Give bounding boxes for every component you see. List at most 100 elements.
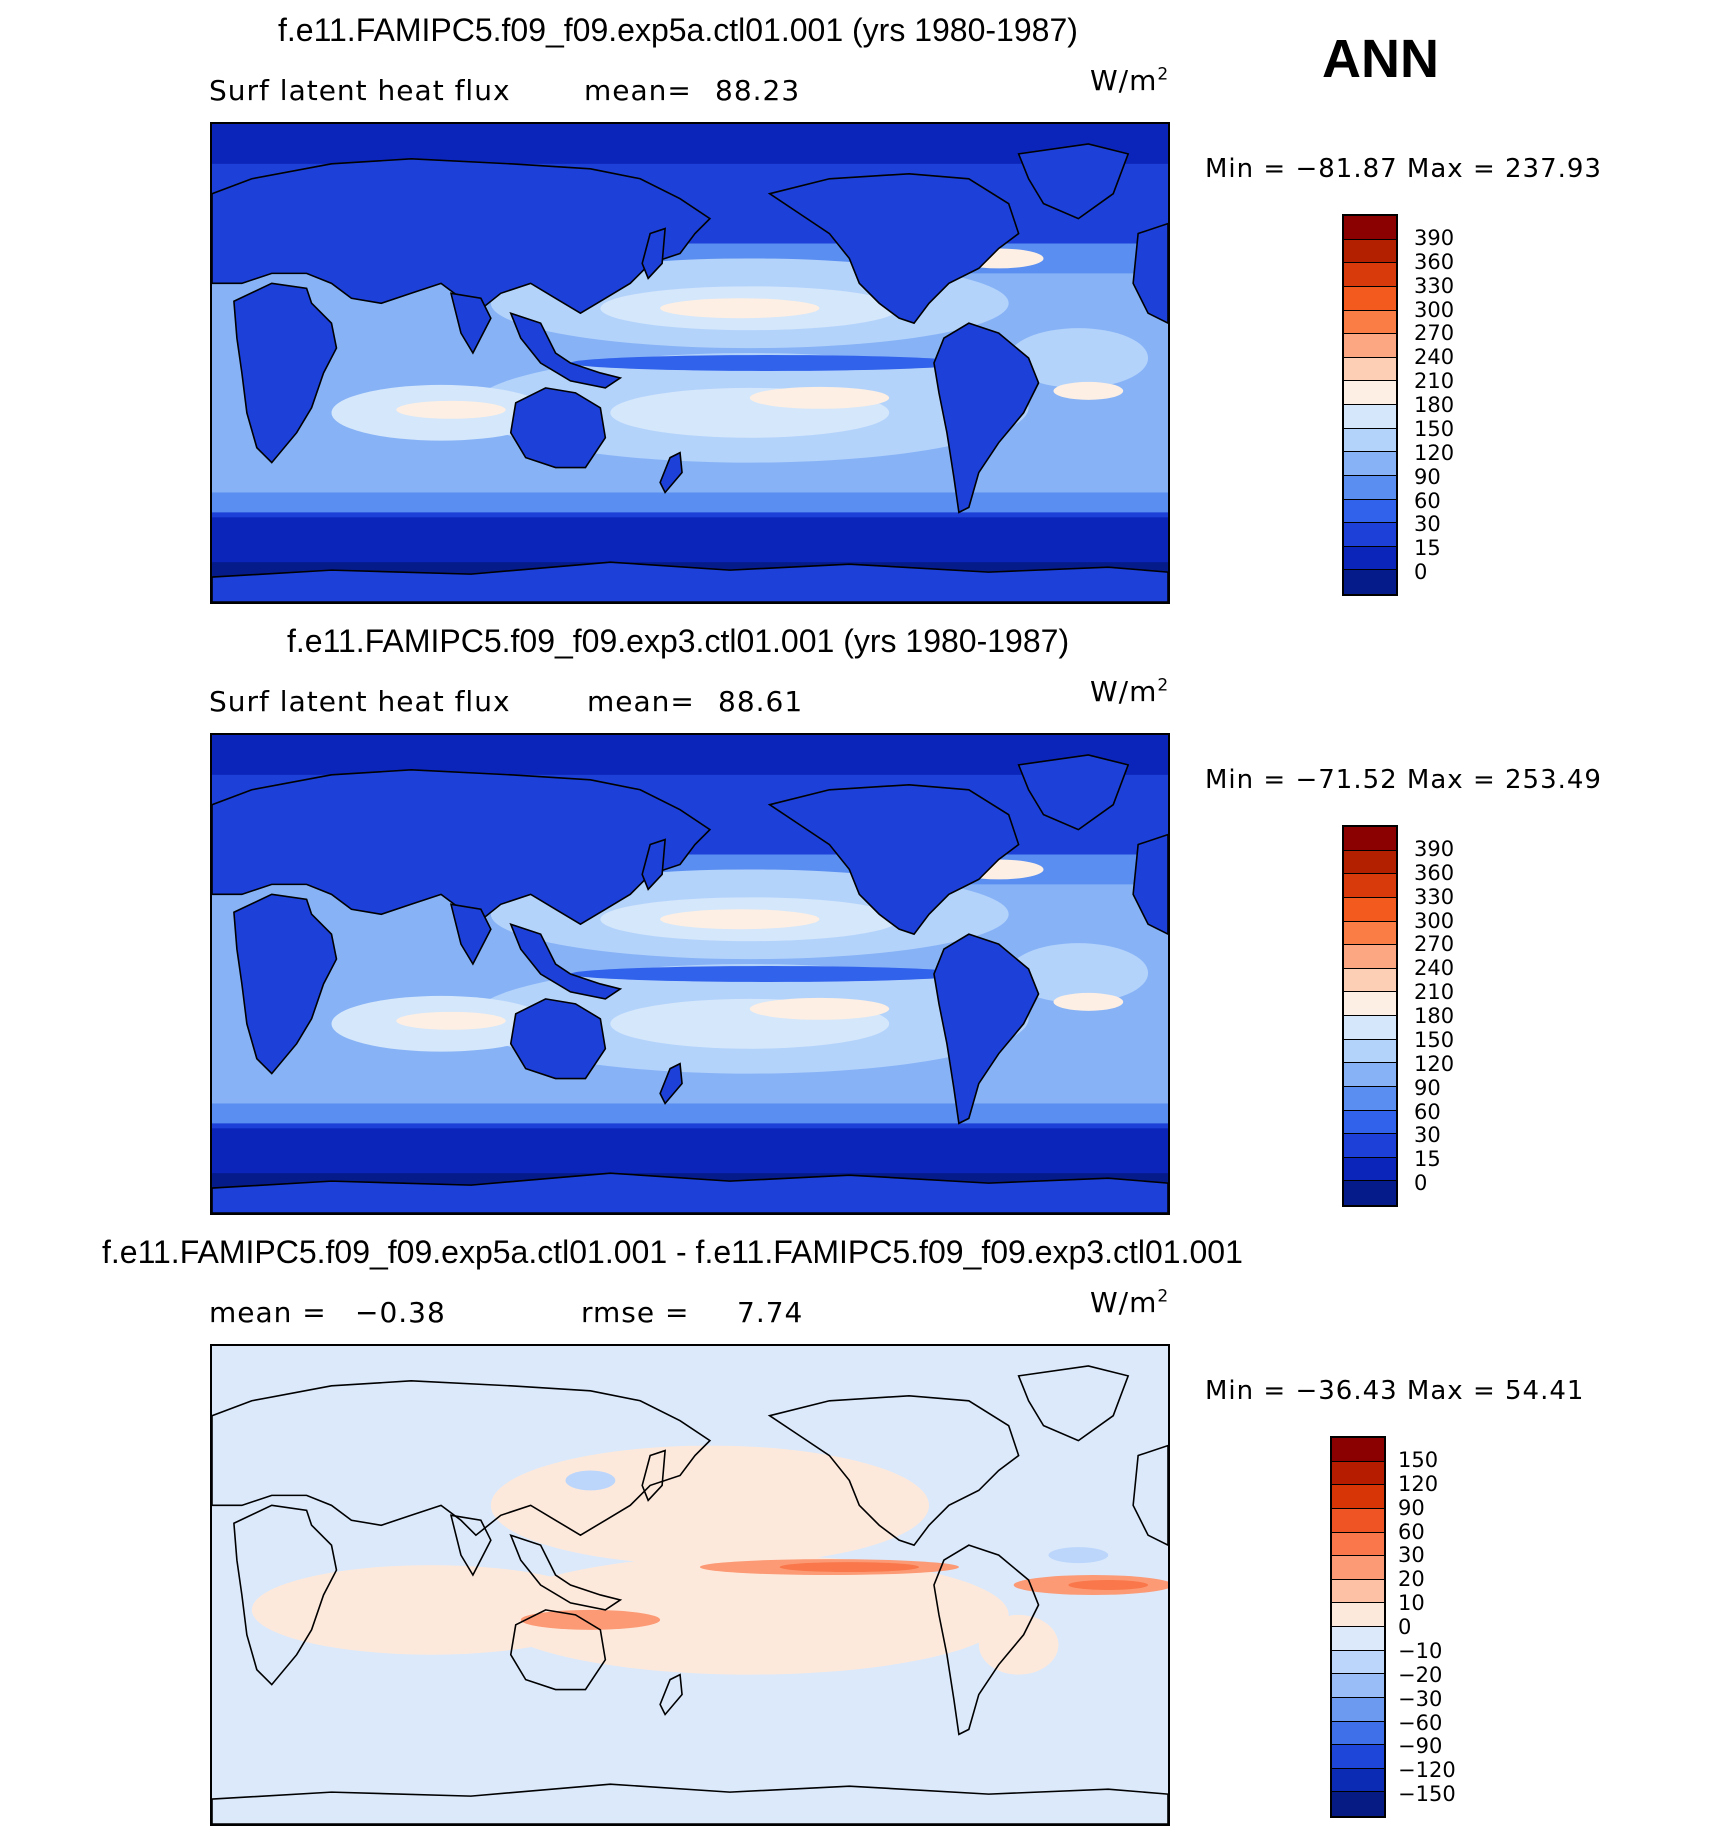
colorbar-tick-label: 180: [1414, 1004, 1455, 1028]
colorbar-segment: [1344, 850, 1396, 875]
colorbar-segment: [1344, 1181, 1396, 1205]
colorbar-segment: [1344, 945, 1396, 969]
colorbar-tick-label: 0: [1414, 1171, 1428, 1196]
colorbar-tick-label: 120: [1398, 1471, 1439, 1496]
colorbar-tick-label: 240: [1414, 956, 1455, 981]
colorbar-segment: [1344, 239, 1396, 264]
field-hotspot-spac: [749, 997, 890, 1020]
colorbar-tick-label: 15: [1414, 1147, 1441, 1172]
coastline-india: [449, 903, 492, 966]
colorbar-tick-label: −90: [1398, 1734, 1443, 1759]
colorbar-segment: [1344, 286, 1396, 311]
colorbar-tick-label: 390: [1414, 225, 1455, 250]
colorbar-tick-label: 150: [1414, 416, 1455, 441]
colorbar-segment: [1332, 1792, 1384, 1816]
colorbar-tick-label: 300: [1414, 297, 1455, 322]
colorbar-tick-label: 10: [1398, 1591, 1425, 1616]
field-hotspot-spac: [749, 386, 890, 409]
colorbar-segment: [1332, 1721, 1384, 1746]
panel-3-minmax: Min = −36.43 Max = 54.41: [1205, 1376, 1585, 1406]
coastline-seasia: [509, 1533, 623, 1611]
coastline-europeW: [1132, 1444, 1168, 1547]
colorbar-tick-label: 0: [1414, 560, 1428, 585]
colorbar-segment: [1332, 1532, 1384, 1557]
colorbar-segment: [1332, 1508, 1384, 1533]
coastline-australia: [509, 1609, 607, 1691]
colorbar-segment: [1344, 1110, 1396, 1135]
colorbar-tick-label: 120: [1414, 440, 1455, 465]
coastline-australia: [509, 387, 607, 469]
field-atlantic-max: [1008, 943, 1149, 1003]
panel-3-mean-label: mean =: [209, 1296, 327, 1329]
field-indian-positive: [251, 1565, 611, 1655]
colorbar-tick-label: 330: [1414, 884, 1455, 909]
colorbar-tick-label: 90: [1398, 1495, 1425, 1520]
coastlines: [212, 754, 1168, 1213]
field-hotspot-indian: [396, 1011, 506, 1030]
panel-2-variable: Surf latent heat flux: [209, 685, 511, 718]
colorbar-segment: [1332, 1438, 1384, 1462]
colorbar-segment: [1344, 263, 1396, 287]
panel-3-rmse-value: 7.74: [737, 1296, 804, 1329]
colorbar-tick-label: 180: [1414, 393, 1455, 417]
panel-2-mean-value: 88.61: [718, 685, 804, 718]
panel-3-map-svg: [212, 1346, 1168, 1824]
colorbar-tick-label: 150: [1414, 1027, 1455, 1052]
colorbar-tick-label: −120: [1398, 1758, 1456, 1783]
panel-3-title: f.e11.FAMIPC5.f09_f09.exp5a.ctl01.001 - …: [102, 1234, 1243, 1270]
colorbar-segment: [1344, 499, 1396, 524]
panel-3-map: [210, 1344, 1170, 1826]
coastline-africa: [233, 1504, 338, 1686]
coastline-nz: [659, 451, 683, 494]
colorbar-tick-label: −150: [1398, 1782, 1456, 1807]
colorbar-segment: [1344, 1016, 1396, 1040]
colorbar-segment: [1344, 357, 1396, 382]
coastline-antarctica: [212, 561, 1168, 602]
colorbar-tick-label: 330: [1414, 273, 1455, 298]
colorbar-tick-label: 270: [1414, 321, 1455, 346]
panel-3-mean-value: −0.38: [355, 1296, 446, 1329]
map-field-layer: [212, 1346, 1168, 1824]
panel-1-minmax: Min = −81.87 Max = 237.93: [1205, 154, 1602, 184]
panel-2-map: [210, 733, 1170, 1215]
colorbar-tick-label: −20: [1398, 1662, 1443, 1687]
colorbar-segment: [1332, 1768, 1384, 1793]
colorbar-segment: [1332, 1579, 1384, 1604]
coastline-namerica: [767, 172, 1020, 325]
colorbar-tick-label: 30: [1414, 1123, 1441, 1148]
panel-1-units: W/m2: [1090, 64, 1170, 97]
colorbar-tick-label: 60: [1398, 1519, 1425, 1544]
coastline-eurasia: [212, 158, 712, 315]
colorbar-segment: [1344, 968, 1396, 993]
colorbar-segment: [1332, 1485, 1384, 1509]
panel-1-map-svg: [212, 124, 1168, 602]
colorbar-segment: [1344, 405, 1396, 429]
colorbar-tick-label: 240: [1414, 345, 1455, 370]
colorbar-tick-label: 30: [1414, 512, 1441, 537]
coastline-india: [449, 1514, 492, 1577]
coastline-samerica: [933, 322, 1040, 514]
colorbar-tick-label: 20: [1398, 1567, 1425, 1592]
panel-1-colorbar: [1342, 214, 1398, 596]
coastlines: [212, 143, 1168, 602]
field-atlantic-negative: [1048, 1547, 1109, 1564]
field-spac-positive: [490, 1555, 1009, 1675]
colorbar-tick-label: 90: [1414, 464, 1441, 489]
coastlines: [212, 1365, 1168, 1824]
colorbar-tick-label: 210: [1414, 980, 1455, 1005]
colorbar-segment: [1344, 381, 1396, 405]
coastline-seasia: [509, 922, 623, 1000]
panel-3-units: W/m2: [1090, 1286, 1170, 1319]
colorbar-segment: [1344, 827, 1396, 851]
field-brazil-positive: [978, 1614, 1059, 1675]
field-band-arctic: [212, 735, 1168, 775]
panel-2-map-svg: [212, 735, 1168, 1213]
coastline-namerica: [767, 783, 1020, 936]
season-label: ANN: [1322, 29, 1439, 89]
coastline-europeW: [1132, 222, 1168, 325]
colorbar-segment: [1332, 1603, 1384, 1627]
coastline-antarctica: [212, 1172, 1168, 1213]
field-hotspot-npac: [660, 298, 820, 319]
field-hotspot-npac: [660, 909, 820, 930]
colorbar-segment: [1332, 1697, 1384, 1722]
